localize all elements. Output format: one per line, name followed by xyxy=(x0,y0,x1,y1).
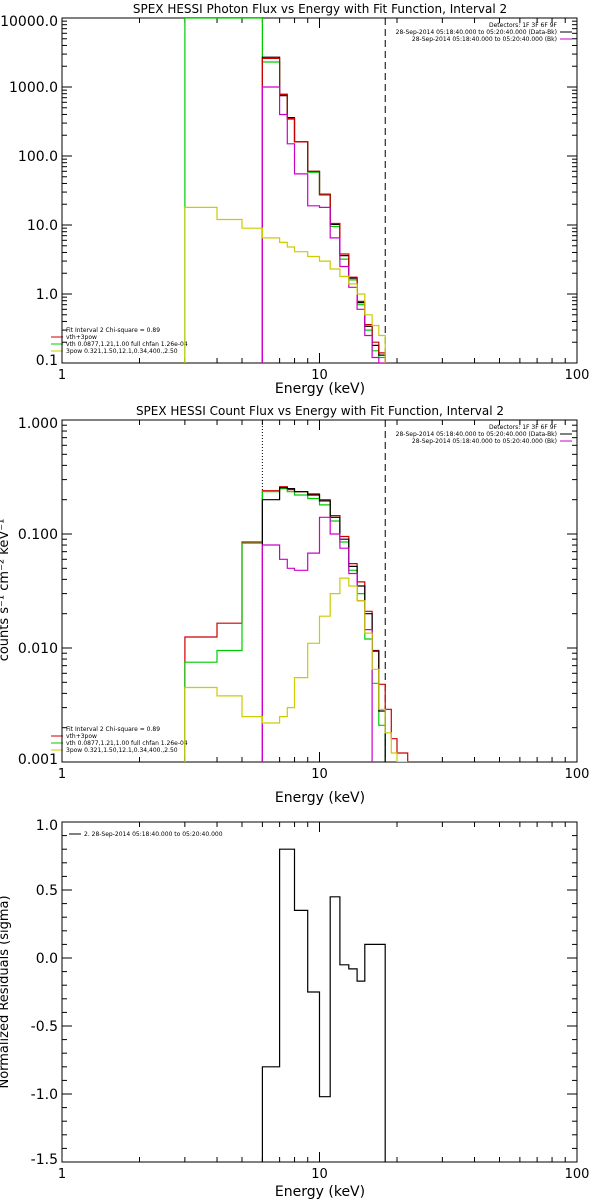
y-tick-label: 100.0 xyxy=(18,149,58,165)
y-tick-label: 0.100 xyxy=(18,527,58,543)
series-line-0 xyxy=(184,486,409,762)
legend-entry: 3pow 0.321,1.50,12.1,0.34,400.,2.50 xyxy=(66,348,178,355)
legend-entry: vth+3pow xyxy=(66,733,97,740)
x-tick-label: 1 xyxy=(58,1167,66,1182)
legend-entry: Fit Interval 2 Chi-square = 0.89 xyxy=(66,327,160,334)
residuals-panel: 2. 28-Sep-2014 05:18:40.000 to 05:20:40.… xyxy=(0,818,589,1200)
series-line-0 xyxy=(261,848,386,1162)
x-tick-label: 100 xyxy=(565,1167,590,1182)
legend-entry: 3pow 0.321,1.50,12.1,0.34,400.,2.50 xyxy=(66,747,178,754)
series-line-3 xyxy=(261,516,373,762)
y-tick-label: 1.0 xyxy=(36,818,58,834)
series-line-3 xyxy=(261,86,386,363)
series-line-2 xyxy=(261,57,386,363)
y-tick-label: 0.001 xyxy=(18,752,58,768)
legend-entry: Fit Interval 2 Chi-square = 0.89 xyxy=(66,726,160,733)
photon-flux-xlabel: Energy (keV) xyxy=(275,381,365,397)
series-group xyxy=(184,18,386,363)
photon-flux-title: SPEX HESSI Photon Flux vs Energy with Fi… xyxy=(133,2,507,16)
series-line-1 xyxy=(184,488,386,762)
x-tick-label: 10 xyxy=(311,767,328,782)
legend-entry: 28-Sep-2014 05:18:40.000 to 05:20:40.000… xyxy=(412,438,557,445)
photon-flux-legend-bottom: Fit Interval 2 Chi-square = 0.89vth+3pow… xyxy=(51,327,188,355)
x-tick-label: 10 xyxy=(311,368,328,383)
residuals-legend: 2. 28-Sep-2014 05:18:40.000 to 05:20:40.… xyxy=(69,831,223,838)
series-line-2 xyxy=(261,487,386,762)
legend-entry: Detectors: 1F 3F 6F 9F xyxy=(489,22,558,29)
y-axis: -1.5 -1.0 -0.5 0.0 0.5 1.0 xyxy=(31,818,577,1168)
count-flux-xlabel: Energy (keV) xyxy=(275,790,365,806)
plot-frame xyxy=(61,419,578,763)
legend-entry: 28-Sep-2014 05:18:40.000 to 05:20:40.000… xyxy=(412,36,557,43)
count-flux-ylabel: counts s⁻¹ cm⁻² keV⁻¹ xyxy=(0,519,12,662)
legend-entry: Detectors: 1F 3F 6F 9F xyxy=(489,424,558,431)
x-axis: 1 10 100 xyxy=(58,822,590,1182)
series-line-0 xyxy=(184,18,386,363)
y-tick-label: 10000.0 xyxy=(0,14,58,30)
residuals-ylabel: Normalized Residuals (sigma) xyxy=(0,895,12,1088)
y-tick-label: 0.1 xyxy=(36,353,58,369)
legend-entry: 28-Sep-2014 05:18:40.000 to 05:20:40.000… xyxy=(396,29,557,36)
count-flux-title: SPEX HESSI Count Flux vs Energy with Fit… xyxy=(136,404,504,418)
y-tick-label: 0.5 xyxy=(36,883,58,899)
photon-flux-panel: SPEX HESSI Photon Flux vs Energy with Fi… xyxy=(0,2,589,397)
x-axis: 1 10 100 xyxy=(58,18,590,383)
x-tick-label: 1 xyxy=(58,767,66,782)
y-tick-label: 1000.0 xyxy=(9,80,58,96)
y-tick-label: -1.0 xyxy=(31,1087,58,1103)
count-flux-legend-bottom: Fit Interval 2 Chi-square = 0.89vth+3pow… xyxy=(51,726,188,754)
x-tick-label: 100 xyxy=(565,368,590,383)
count-flux-panel: SPEX HESSI Count Flux vs Energy with Fit… xyxy=(0,404,589,806)
legend-entry: vth 0.0877,1.21,1.00 full chfan 1.26e-04 xyxy=(66,341,188,348)
y-tick-label: 1.000 xyxy=(18,416,58,432)
y-tick-label: 10.0 xyxy=(27,218,58,234)
y-tick-label: 0.0 xyxy=(36,951,58,967)
y-axis: 0.001 0.010 0.100 1.000 xyxy=(18,416,577,768)
y-tick-label: -0.5 xyxy=(31,1019,58,1035)
legend-entry: 28-Sep-2014 05:18:40.000 to 05:20:40.000… xyxy=(396,431,557,438)
series-line-4 xyxy=(184,206,386,363)
series-line-4 xyxy=(184,577,408,762)
legend-entry: vth+3pow xyxy=(66,334,97,341)
y-tick-label: -1.5 xyxy=(31,1152,58,1168)
x-tick-label: 1 xyxy=(58,368,66,383)
y-axis: 0.1 1.0 10.0 100.0 1000.0 10000.0 xyxy=(0,14,577,369)
y-tick-label: 1.0 xyxy=(36,287,58,303)
residuals-xlabel: Energy (keV) xyxy=(275,1184,365,1200)
legend-entry: 2. 28-Sep-2014 05:18:40.000 to 05:20:40.… xyxy=(84,831,223,838)
x-tick-label: 10 xyxy=(311,1167,328,1182)
series-group xyxy=(184,486,409,762)
series-line-1 xyxy=(261,56,386,363)
x-tick-label: 100 xyxy=(565,767,590,782)
y-tick-label: 0.010 xyxy=(18,641,58,657)
x-axis: 1 10 100 xyxy=(58,420,590,782)
legend-entry: vth 0.0877,1.21,1.00 full chfan 1.26e-04 xyxy=(66,740,188,747)
series-group xyxy=(261,848,386,1162)
